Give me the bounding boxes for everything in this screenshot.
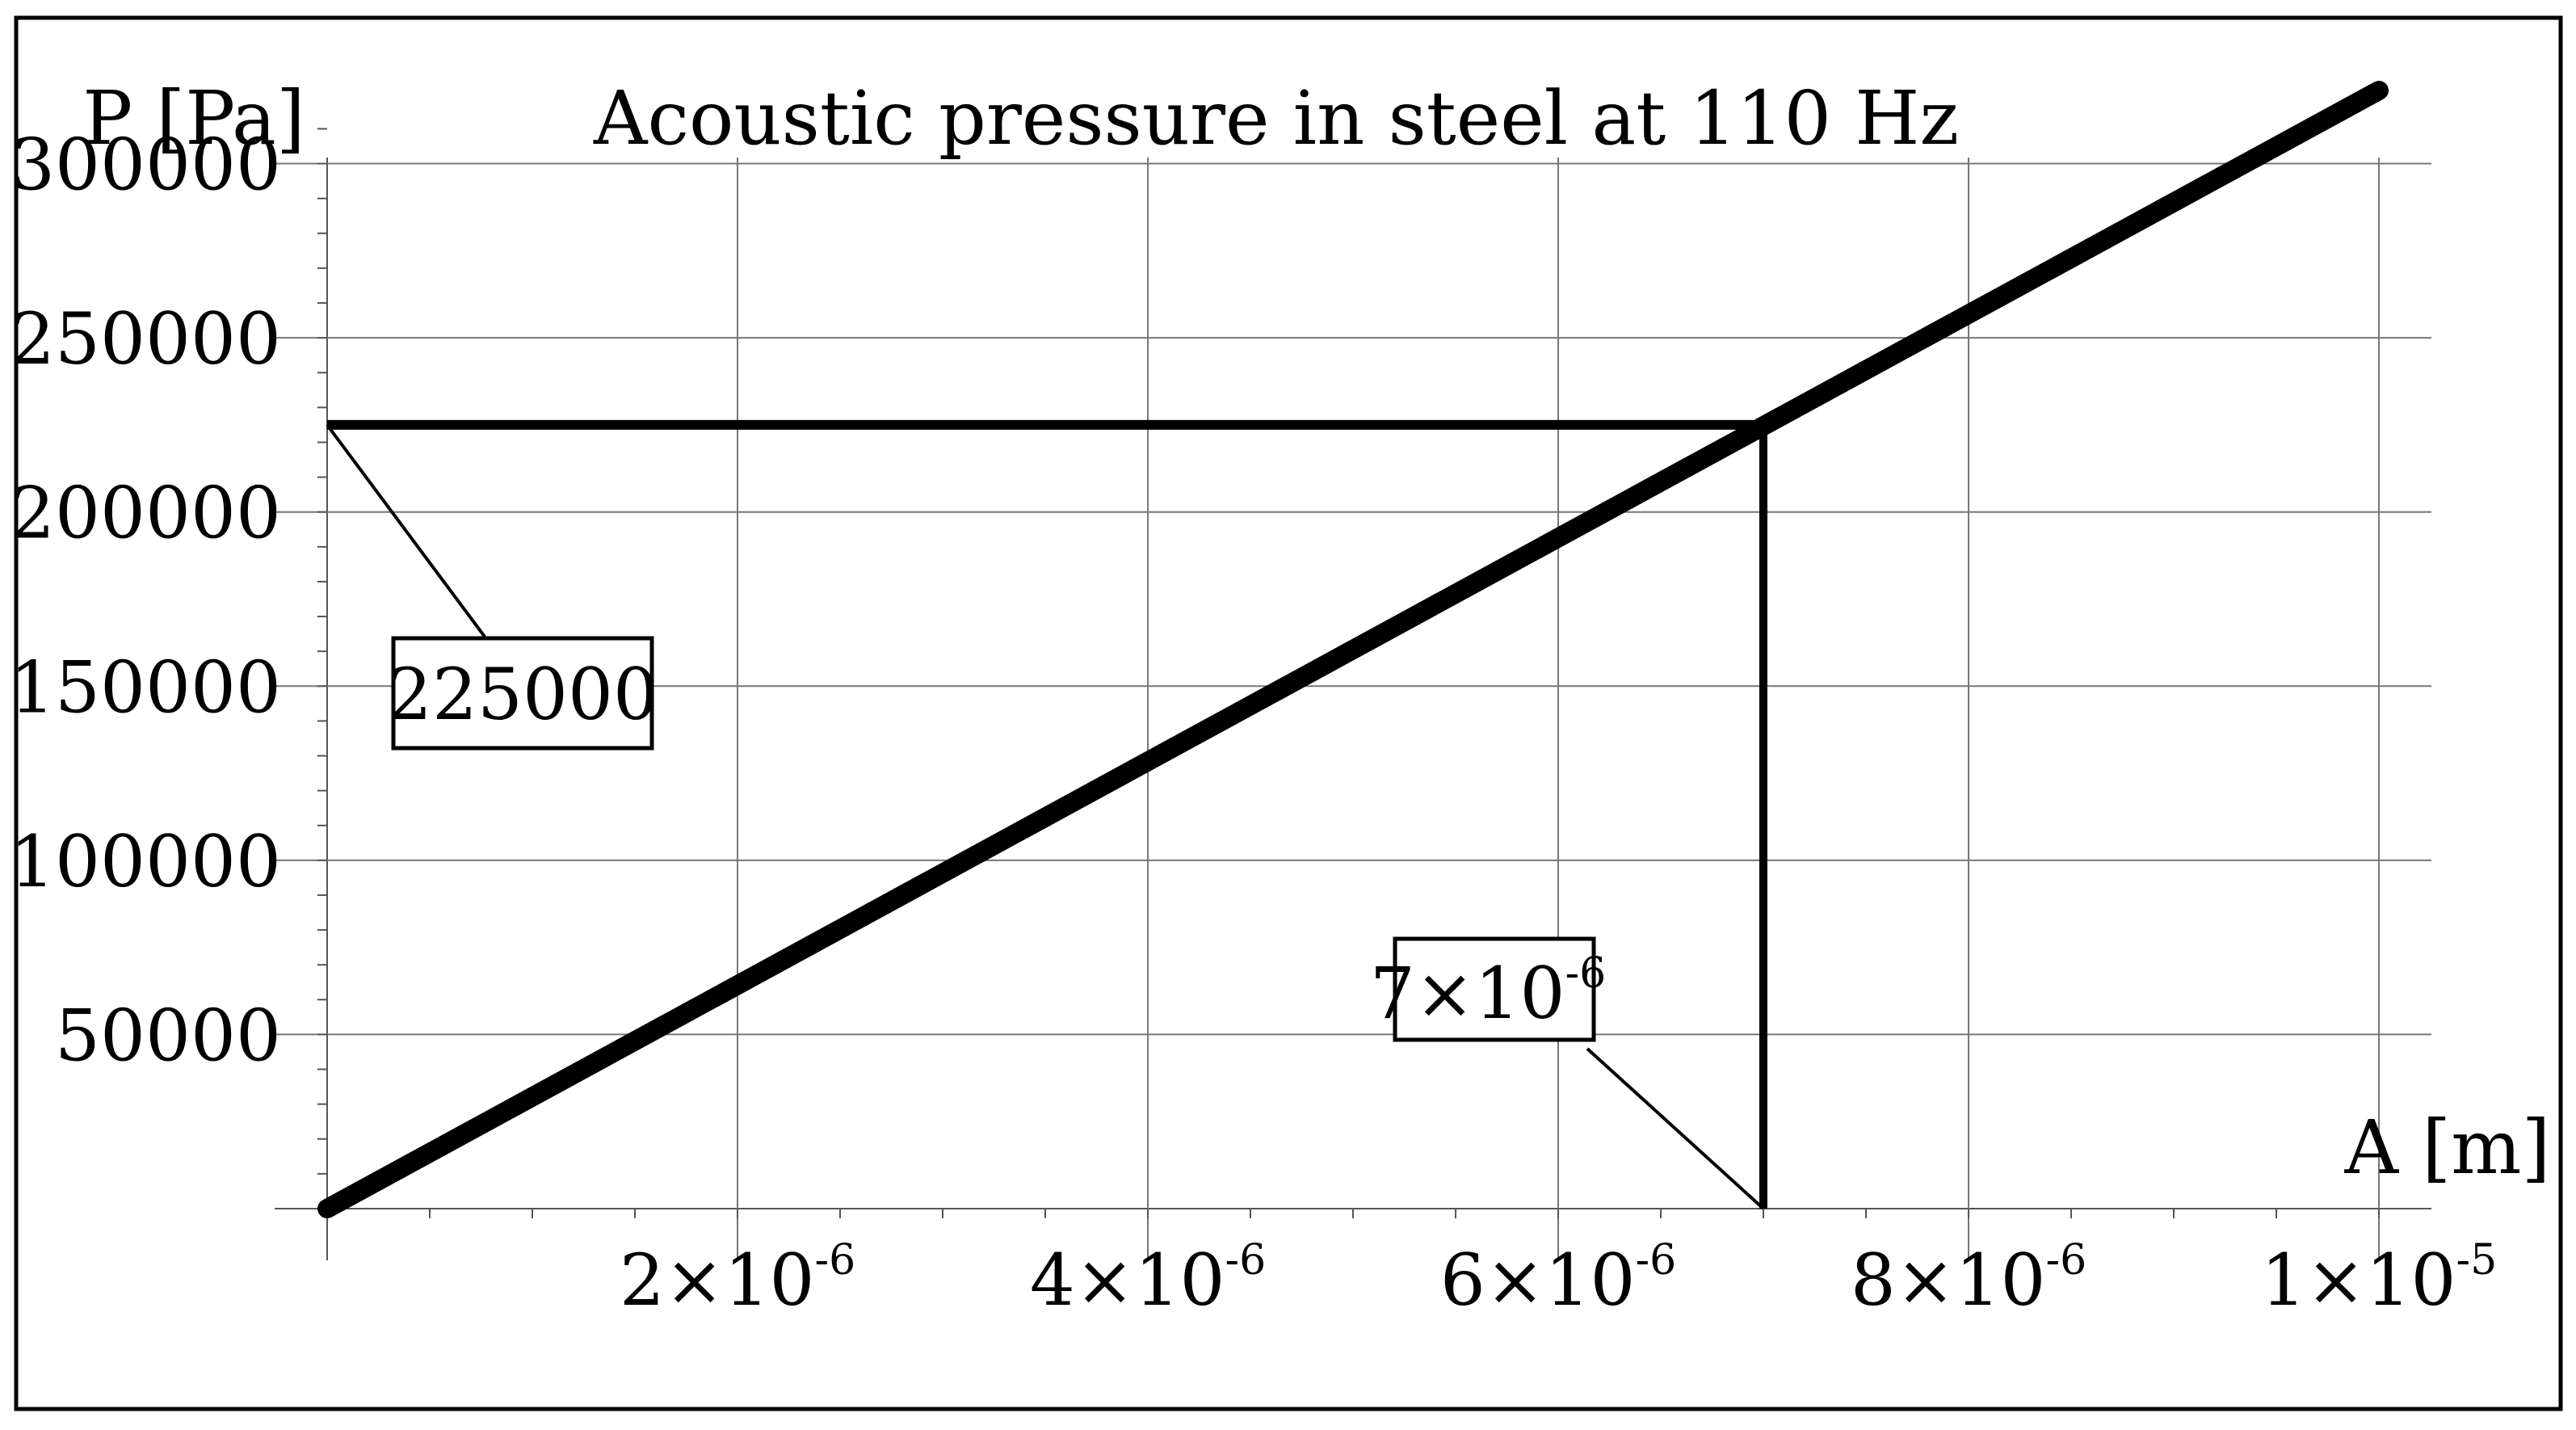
y-tick-labels: 50000 100000 150000 200000 250000 300000: [10, 124, 281, 1078]
minor-ticks: [317, 128, 2380, 1218]
x-tick-label-1: 4×10-6: [1030, 1236, 1266, 1322]
series-layer: [317, 81, 2389, 1218]
x-callout-label: 7×10-6: [1370, 949, 1606, 1035]
y-callout-label: 225000: [387, 653, 658, 736]
x-tick-label-0: 2×10-6: [620, 1236, 855, 1322]
y-tick-label-4: 250000: [10, 297, 281, 381]
y-callout-leader: [326, 423, 486, 638]
x-tick-label-2: 6×10-6: [1440, 1236, 1676, 1322]
y-tick-label-2: 150000: [10, 646, 281, 729]
y-tick-label-0: 50000: [55, 994, 281, 1077]
x-tick-labels: 2×10-6 4×10-6 6×10-6 8×10-6 1×10-5: [620, 1236, 2497, 1322]
x-callout-box: [1393, 936, 1596, 1042]
callouts: 225000 7×10-6: [326, 423, 1765, 1210]
y-tick-label-5: 300000: [10, 124, 281, 207]
x-tick-label-4: 1×10-5: [2261, 1236, 2497, 1322]
x-axis-label: A [m]: [2344, 1104, 2551, 1191]
y-callout-box: [391, 636, 654, 751]
y-tick-label-1: 100000: [10, 820, 281, 903]
chart-title: Acoustic pressure in steel at 110 Hz: [593, 75, 1959, 162]
y-axis-label: P [Pa]: [82, 75, 305, 162]
x-tick-label-3: 8×10-6: [1851, 1236, 2086, 1322]
guide-lines: [327, 419, 1767, 1209]
y-tick-label-3: 200000: [10, 472, 281, 555]
x-callout-leader: [1586, 1047, 1765, 1210]
series-line-0: [317, 81, 2389, 1218]
